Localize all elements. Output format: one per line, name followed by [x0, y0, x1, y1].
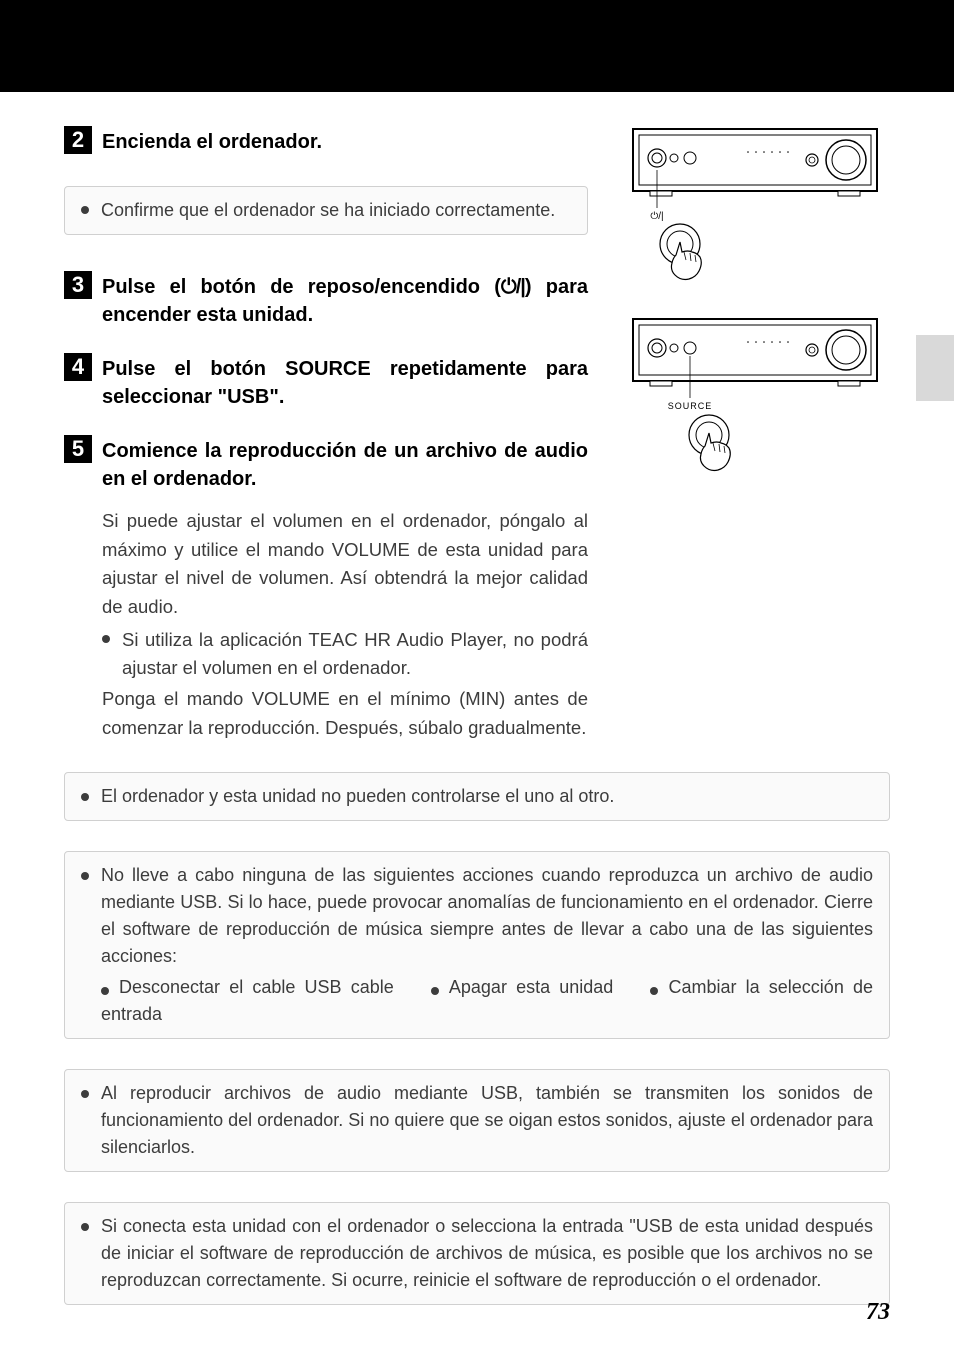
step-4: 4 Pulse el botón SOURCE repetidamente pa… — [64, 353, 588, 411]
step-5: 5 Comience la reproducción de un archivo… — [64, 435, 588, 493]
step-number: 3 — [64, 271, 92, 299]
step-number: 2 — [64, 126, 92, 154]
step-title: Encienda el ordenador. — [102, 126, 322, 156]
note-box-1: El ordenador y esta unidad no pueden con… — [64, 772, 890, 821]
step-title: Pulse el botón de reposo/encendido (⏻/|)… — [102, 271, 588, 329]
sub-item: Desconectar el cable USB cable — [101, 977, 394, 997]
note-item: Al reproducir archivos de audio mediante… — [81, 1080, 873, 1161]
step-2-note: Confirme que el ordenador se ha iniciado… — [64, 186, 588, 235]
note-box-2: No lleve a cabo ninguna de las siguiente… — [64, 851, 890, 1039]
note-item: El ordenador y esta unidad no pueden con… — [81, 783, 873, 810]
source-label: SOURCE — [668, 401, 713, 411]
step-3-title-pre: Pulse el botón de reposo/encendido ( — [102, 276, 501, 298]
device-diagram-power — [630, 126, 880, 211]
hand-press-icon — [679, 411, 749, 481]
page-number: 73 — [866, 1299, 890, 1326]
device-diagram-source — [630, 316, 880, 401]
step-5-body: Si puede ajustar el volumen en el ordena… — [102, 507, 588, 742]
note-item: No lleve a cabo ninguna de las siguiente… — [81, 862, 873, 1028]
step-5-bullet: Si utiliza la aplicación TEAC HR Audio P… — [102, 626, 588, 683]
step-5-p2: Ponga el mando VOLUME en el mínimo (MIN)… — [102, 685, 588, 742]
hand-press-icon — [650, 220, 720, 290]
step-5-p1: Si puede ajustar el volumen en el ordena… — [102, 507, 588, 622]
step-number: 5 — [64, 435, 92, 463]
note-box-3: Al reproducir archivos de audio mediante… — [64, 1069, 890, 1172]
note-item: Si conecta esta unidad con el ordenador … — [81, 1213, 873, 1294]
step-title: Comience la reproducción de un archivo d… — [102, 435, 588, 493]
page-content: 2 Encienda el ordenador. Confirme que el… — [0, 92, 954, 1305]
left-column: 2 Encienda el ordenador. Confirme que el… — [64, 126, 588, 742]
step-number: 4 — [64, 353, 92, 381]
step-2-note-item: Confirme que el ordenador se ha iniciado… — [81, 197, 571, 224]
step-title: Pulse el botón SOURCE repetidamente para… — [102, 353, 588, 411]
top-black-bar — [0, 0, 954, 92]
side-grey-tab — [916, 335, 954, 401]
note-box-4: Si conecta esta unidad con el ordenador … — [64, 1202, 890, 1305]
step-2: 2 Encienda el ordenador. — [64, 126, 588, 156]
right-column: ⏻/| — [620, 126, 890, 742]
power-icon: ⏻/| — [501, 276, 525, 298]
step-3: 3 Pulse el botón de reposo/encendido (⏻/… — [64, 271, 588, 329]
note-2-text: No lleve a cabo ninguna de las siguiente… — [101, 865, 873, 966]
sub-item: Apagar esta unidad — [431, 977, 613, 997]
